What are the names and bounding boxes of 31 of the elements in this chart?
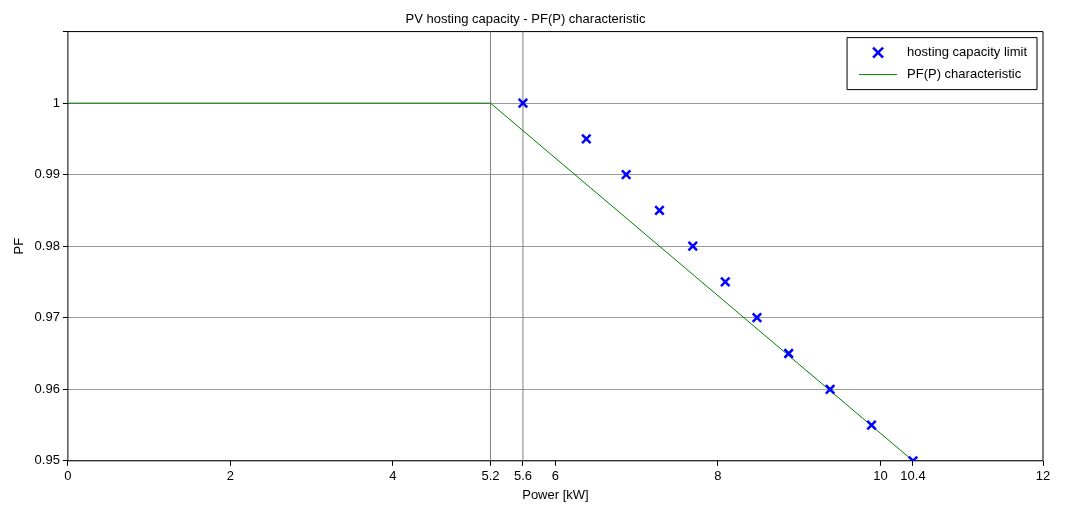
chart-title: PV hosting capacity - PF(P) characteristic xyxy=(405,11,646,27)
x-tick-label: 5.6 xyxy=(513,468,532,484)
x-tick-label: 10.4 xyxy=(900,468,926,484)
y-axis-title: PF xyxy=(11,237,27,255)
point xyxy=(580,133,592,145)
y-tick-label: 0.96 xyxy=(34,380,60,396)
legend-label: hosting capacity limit xyxy=(907,44,1028,60)
y-tick-label: 0.97 xyxy=(34,309,60,325)
x-tick-label: 4 xyxy=(389,468,397,484)
y-tick-label: 0.99 xyxy=(34,166,60,182)
point xyxy=(517,97,529,109)
y-tick-label: 0.98 xyxy=(34,237,60,253)
x-tick-label: 8 xyxy=(714,468,722,484)
y-tick-label: 1 xyxy=(52,94,60,110)
y-tick-label: 0.95 xyxy=(34,452,60,468)
point xyxy=(783,348,795,359)
point xyxy=(824,383,836,395)
point xyxy=(620,169,632,181)
x-tick-label: 12 xyxy=(1035,468,1051,484)
x-tick-label: 0 xyxy=(64,468,72,484)
x-axis-title: Power [kW] xyxy=(522,486,589,502)
point xyxy=(653,204,665,216)
x-tick-label: 10 xyxy=(873,468,888,484)
x-tick-label: 6 xyxy=(551,468,560,484)
legend-label: PF(P) characteristic xyxy=(907,66,1022,82)
point xyxy=(719,276,731,288)
x-tick-label: 2 xyxy=(226,468,235,484)
x-tick-label: 5.2 xyxy=(481,468,500,484)
point xyxy=(866,419,878,431)
point xyxy=(687,240,699,252)
point xyxy=(751,312,763,324)
